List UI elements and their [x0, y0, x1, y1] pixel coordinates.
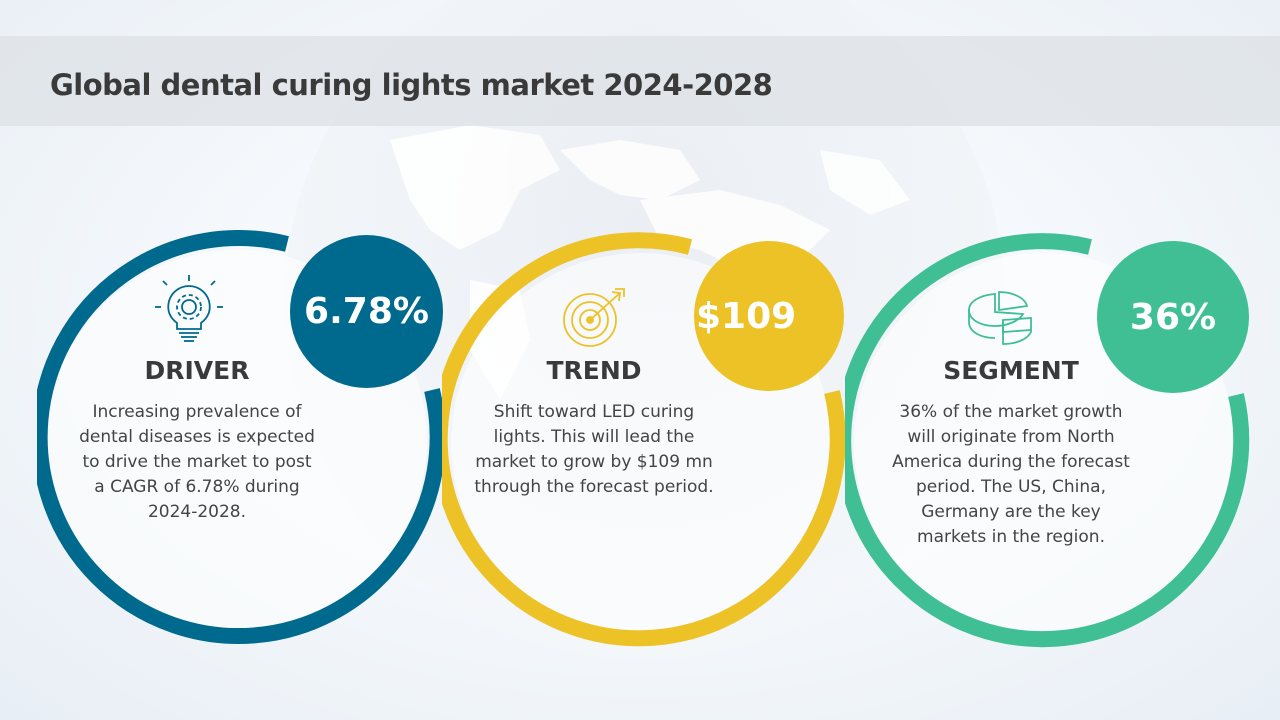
driver-value-badge: 6.78%	[290, 235, 443, 388]
lightbulb-gear-icon	[155, 275, 223, 342]
driver-description: Increasing prevalence of dental diseases…	[79, 402, 315, 522]
driver-card: 6.78% DRIVER Increasing prevalence of de…	[37, 230, 457, 650]
segment-card: 36% SEGMENT 36% of the market growth wil…	[845, 230, 1265, 650]
driver-heading: DRIVER	[144, 356, 250, 385]
title-band	[0, 36, 1280, 126]
target-arrow-icon	[563, 288, 625, 347]
trend-description: Shift toward LED curing lights. This wil…	[474, 402, 714, 497]
pie-chart-icon	[968, 291, 1032, 345]
segment-description: 36% of the market growth will originate …	[892, 402, 1130, 547]
segment-heading: SEGMENT	[943, 356, 1079, 385]
segment-value-badge: 36%	[1097, 241, 1249, 393]
trend-heading: TREND	[546, 356, 642, 385]
page-title: Global dental curing lights market 2024-…	[50, 68, 773, 102]
trend-value-badge: $109	[694, 241, 844, 391]
trend-card: $109 TREND Shift toward LED curing light…	[442, 230, 862, 650]
